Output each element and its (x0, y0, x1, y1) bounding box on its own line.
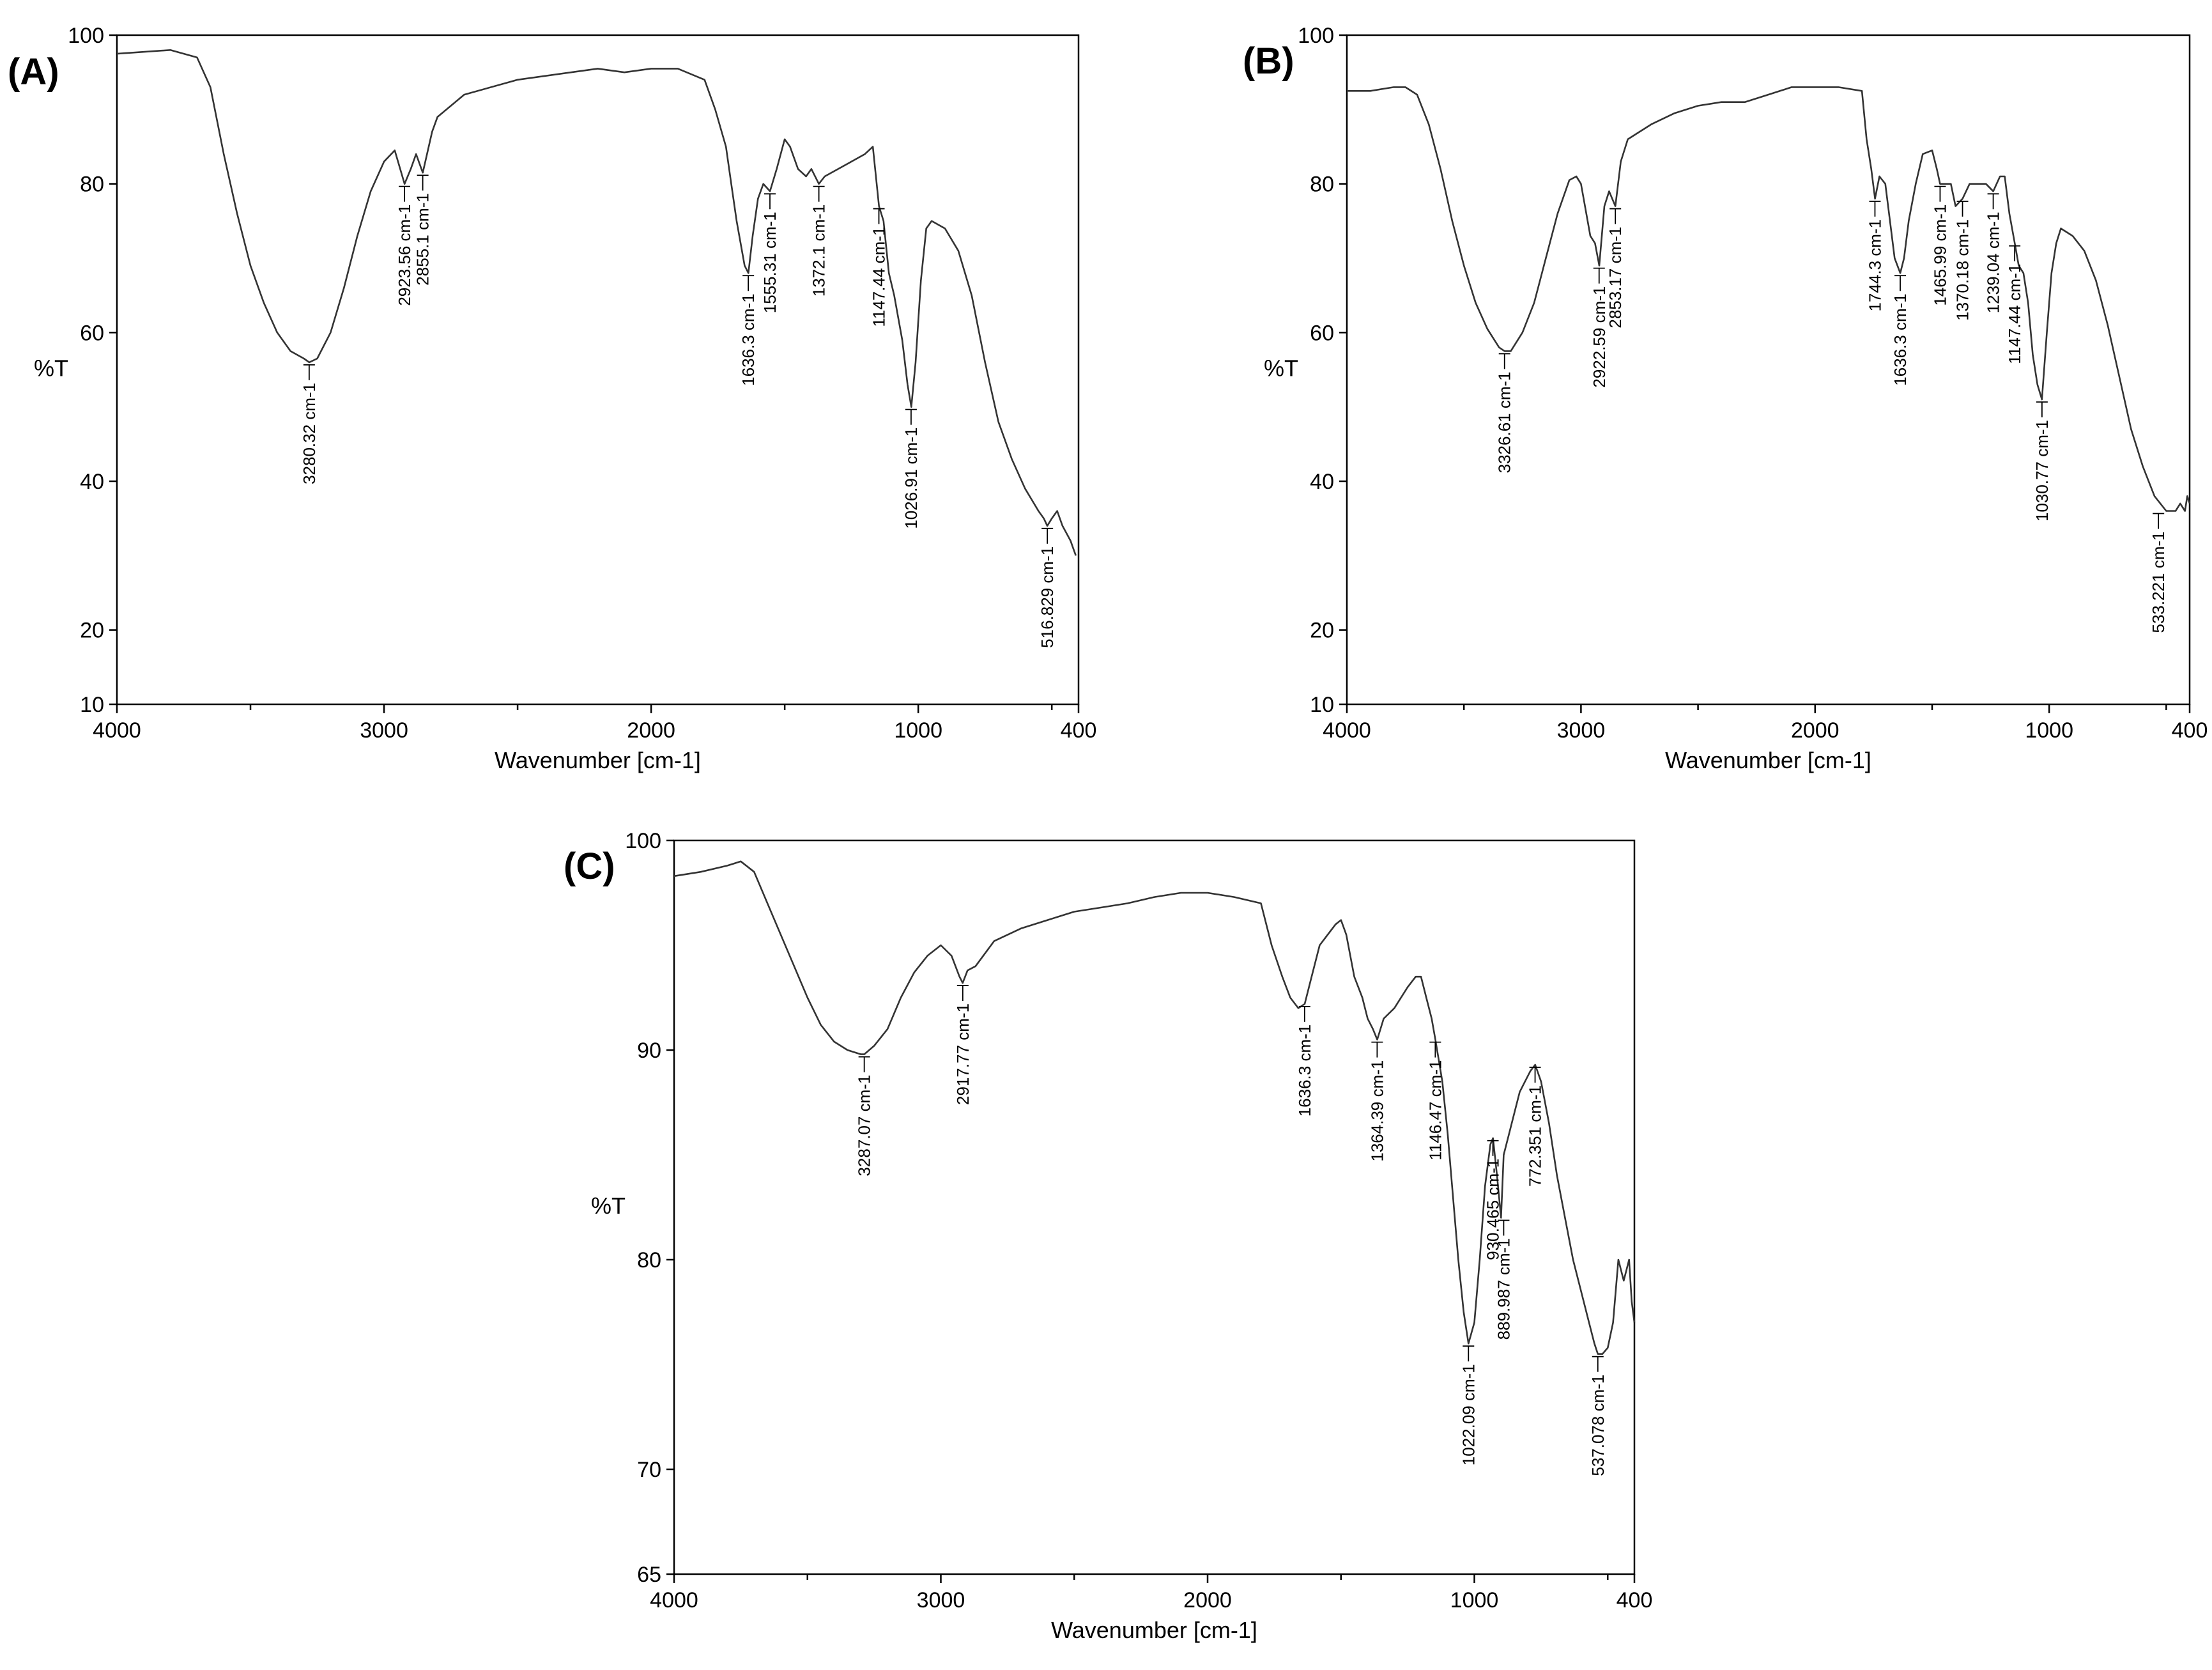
peak-label: 533.221 cm-1 (2149, 532, 2168, 633)
y-tick-label: 60 (1310, 321, 1334, 345)
x-axis-title: Wavenumber [cm-1] (1051, 1617, 1257, 1643)
y-tick-label: 100 (68, 24, 104, 48)
peak-label: 3280.32 cm-1 (300, 383, 319, 484)
peak-label: 1239.04 cm-1 (1984, 212, 2003, 313)
x-tick-label: 2000 (627, 718, 675, 743)
x-axis-title: Wavenumber [cm-1] (495, 747, 701, 773)
peak-label: 3326.61 cm-1 (1495, 371, 1514, 473)
y-tick-label: 20 (1310, 619, 1334, 643)
x-tick-label: 400 (2172, 718, 2208, 743)
peak-label: 1147.44 cm-1 (869, 227, 888, 327)
peak-label: 2853.17 cm-1 (1606, 227, 1625, 329)
spectrum-line-1 (673, 860, 1636, 1355)
y-axis-title: %T (591, 1193, 626, 1219)
peak-label: 930.465 cm-1 (1483, 1159, 1502, 1260)
peak-label: 2917.77 cm-1 (953, 1003, 972, 1105)
y-tick-label: 80 (1310, 173, 1334, 197)
x-tick-label: 1000 (894, 718, 942, 743)
spectrum-line-1 (116, 49, 1077, 556)
peak-label: 1147.44 cm-1 (2005, 264, 2024, 364)
peak-label: 1370.18 cm-1 (1953, 219, 1972, 321)
y-tick-label: 60 (80, 321, 104, 345)
y-tick-label: 40 (80, 470, 104, 494)
x-axis-title: Wavenumber [cm-1] (1665, 747, 1871, 773)
x-tick-label: 2000 (1183, 1588, 1232, 1612)
panel-label: (C) (564, 846, 615, 887)
peak-label: 889.987 cm-1 (1494, 1238, 1513, 1340)
x-tick-label: 3000 (360, 718, 408, 743)
spectrum-line-1 (1347, 86, 2191, 512)
y-tick-label: 80 (637, 1248, 661, 1272)
x-tick-label: 400 (1617, 1588, 1653, 1612)
chart-panel-2: (B) 4000 3000 2000 1000 400 100 80 60 40 20 10 Waven… (1243, 24, 2208, 773)
peak-label: 516.829 cm-1 (1038, 546, 1057, 648)
y-tick-label: 90 (637, 1039, 661, 1063)
x-tick-label: 3000 (917, 1588, 965, 1612)
y-tick-label: 65 (637, 1563, 661, 1587)
chart-panel-3: (C) 4000 3000 2000 1000 400 100 90 80 70 65 Wavenum… (564, 829, 1652, 1643)
x-tick-label: 2000 (1791, 718, 1839, 743)
peak-label: 2922.59 cm-1 (1590, 286, 1609, 388)
peak-label: 1146.47 cm-1 (1425, 1060, 1445, 1161)
y-tick-label: 40 (1310, 470, 1334, 494)
peak-label: 537.078 cm-1 (1588, 1375, 1608, 1476)
x-tick-label: 1000 (2025, 718, 2073, 743)
y-axis-title: %T (1264, 355, 1298, 382)
plot-frame (1346, 34, 2191, 706)
peak-label: 1030.77 cm-1 (2032, 420, 2052, 522)
x-tick-label: 4000 (650, 1588, 698, 1612)
peak-label: 1744.3 cm-1 (1866, 219, 1885, 312)
x-tick-label: 3000 (1557, 718, 1606, 743)
x-tick-label: 1000 (1450, 1588, 1499, 1612)
y-tick-label: 10 (80, 693, 104, 717)
peak-label: 1555.31 cm-1 (760, 212, 780, 313)
y-tick-label: 100 (1298, 24, 1334, 48)
y-tick-label: 80 (80, 173, 104, 197)
y-tick-label: 20 (80, 619, 104, 643)
peak-label: 1465.99 cm-1 (1930, 205, 1949, 306)
peak-label: 1026.91 cm-1 (902, 428, 921, 529)
peak-label: 2923.56 cm-1 (395, 205, 414, 306)
peak-label: 1022.09 cm-1 (1459, 1364, 1478, 1465)
y-tick-label: 10 (1310, 693, 1334, 717)
peak-label: 1372.1 cm-1 (810, 205, 829, 297)
y-tick-label: 70 (637, 1458, 661, 1482)
peak-label: 1636.3 cm-1 (739, 293, 758, 386)
peak-label: 772.351 cm-1 (1525, 1085, 1544, 1187)
plot-frame (116, 34, 1080, 706)
peak-label: 1636.3 cm-1 (1295, 1024, 1314, 1117)
x-tick-label: 4000 (1323, 718, 1371, 743)
x-tick-label: 4000 (93, 718, 141, 743)
peak-label: 2855.1 cm-1 (413, 193, 433, 286)
chart-panel-1: (A) 4000 3000 2000 1000 400 100 80 60 40 20 10 Waven… (8, 24, 1096, 773)
panel-label: (A) (8, 51, 59, 93)
panel-label: (B) (1243, 40, 1294, 82)
peak-label: 1364.39 cm-1 (1367, 1060, 1386, 1162)
x-tick-label: 400 (1061, 718, 1097, 743)
plot-frame (673, 839, 1636, 1575)
peak-label: 1636.3 cm-1 (1891, 293, 1910, 386)
peak-label: 3287.07 cm-1 (855, 1075, 874, 1177)
y-axis-title: %T (34, 355, 68, 382)
y-tick-label: 100 (625, 829, 661, 853)
